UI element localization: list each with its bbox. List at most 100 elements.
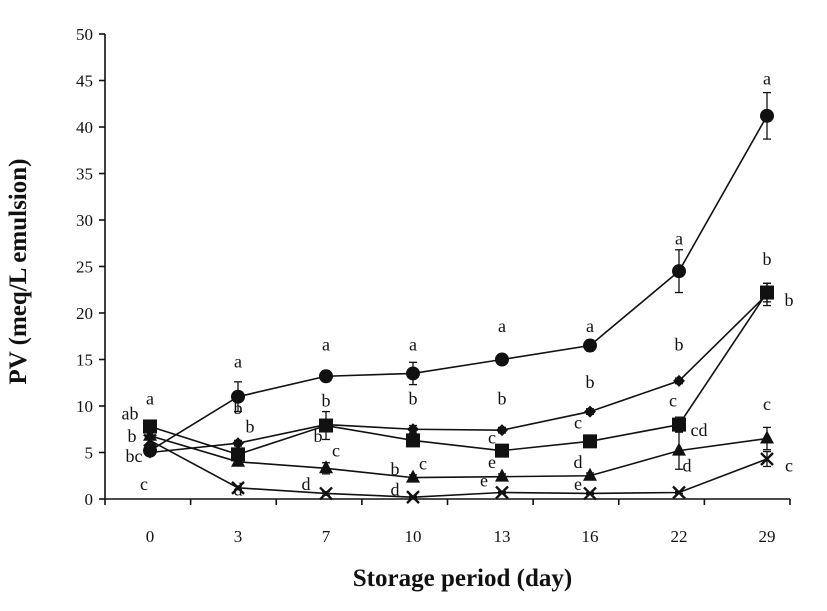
significance-letter: a (498, 316, 506, 336)
cross-marker (231, 480, 245, 495)
cross-marker (319, 486, 333, 501)
square-marker (495, 443, 509, 458)
significance-letter: a (763, 69, 771, 89)
square-marker (319, 418, 333, 433)
significance-letter: b (785, 290, 794, 310)
significance-letter: b (314, 426, 323, 446)
significance-letter: a (146, 389, 154, 409)
significance-letter: b (409, 389, 418, 409)
circle-marker (760, 108, 774, 123)
significance-letter: d (234, 480, 243, 500)
series-line-square (149, 292, 768, 456)
triangle-marker (583, 467, 597, 481)
y-tick-label: 45 (76, 72, 93, 91)
significance-letter: c (574, 413, 582, 433)
diamond-marker (232, 437, 244, 450)
x-tick-label: 13 (494, 527, 511, 546)
y-tick-label: 20 (76, 304, 93, 323)
significance-letter: b (322, 390, 331, 410)
significance-letter: e (574, 474, 582, 494)
significance-letter: b (234, 398, 243, 418)
y-tick-label: 10 (76, 397, 93, 416)
significance-letter: a (409, 335, 417, 355)
y-axis-ticks: 0 5 10 15 20 25 30 35 40 45 50 (76, 25, 105, 509)
significance-letter: b (763, 249, 772, 269)
diamond-marker (584, 405, 596, 418)
significance-letter: b (498, 389, 507, 409)
cross-marker (760, 452, 774, 466)
x-axis-title: Storage period (day) (353, 565, 572, 592)
circle-marker (495, 352, 509, 367)
y-tick-label: 0 (85, 490, 94, 509)
significance-letter: b (675, 335, 684, 355)
square-marker (406, 433, 420, 448)
circle-marker (583, 338, 597, 353)
triangle-marker (231, 453, 245, 467)
significance-letter: e (480, 470, 488, 490)
diamond-marker (144, 446, 156, 459)
series-line-cross (149, 439, 768, 498)
significance-letter: d (302, 474, 311, 494)
square-marker (583, 434, 597, 449)
y-tick-label: 40 (76, 118, 93, 137)
significance-letter: cd (691, 420, 708, 440)
cross-marker (143, 433, 157, 448)
significance-letter: c (419, 454, 427, 474)
series-layer (143, 91, 774, 504)
series-line-circle (149, 115, 768, 452)
triangle-marker (406, 469, 420, 483)
significance-letter: c (488, 428, 496, 448)
triangle-marker (495, 468, 509, 482)
y-tick-label: 35 (76, 165, 93, 184)
diamond-marker (673, 374, 685, 387)
significance-letter: b (391, 459, 400, 479)
cross-marker (583, 486, 597, 501)
significance-letter: ab (122, 403, 139, 423)
circle-marker (319, 369, 333, 384)
cross-marker (672, 485, 686, 500)
y-tick-label: 50 (76, 25, 93, 44)
series-line-diamond (149, 293, 768, 454)
y-tick-label: 30 (76, 211, 93, 230)
square-marker (672, 417, 686, 432)
significance-letter: d (574, 452, 583, 472)
significance-letter: d (683, 456, 692, 476)
series-line-triangle (149, 434, 768, 479)
square-marker (760, 285, 774, 300)
x-tick-label: 0 (146, 527, 155, 546)
significance-letter: e (488, 452, 496, 472)
significance-letter: b (586, 372, 595, 392)
series-cross (143, 433, 774, 504)
x-tick-label: 10 (405, 527, 422, 546)
significance-letter: a (322, 335, 330, 355)
significance-letter: c (669, 390, 677, 410)
significance-letter: bc (126, 446, 143, 466)
y-axis-title: PV (meq/L emulsion) (5, 159, 32, 385)
x-tick-label: 29 (759, 527, 776, 546)
x-axis-ticks: 0 3 7 10 13 16 22 29 (104, 499, 791, 546)
significance-letter: c (332, 441, 340, 461)
x-tick-label: 3 (234, 527, 243, 546)
significance-letter: b (246, 416, 255, 436)
significance-letter: c (785, 456, 793, 476)
x-tick-label: 16 (582, 527, 599, 546)
x-tick-label: 7 (322, 527, 331, 546)
significance-letter: a (675, 229, 683, 249)
circle-marker (672, 264, 686, 279)
significance-letter: a (234, 351, 242, 371)
circle-marker (406, 366, 420, 381)
circle-marker (231, 389, 245, 404)
triangle-marker (672, 442, 686, 456)
significance-letter: c (763, 394, 771, 414)
triangle-marker (319, 460, 333, 474)
cross-marker (495, 485, 509, 500)
y-tick-label: 15 (76, 351, 93, 370)
diamond-marker (407, 423, 419, 436)
y-tick-label: 5 (85, 444, 94, 463)
significance-letter: d (391, 480, 400, 500)
y-tick-label: 25 (76, 258, 93, 277)
x-tick-label: 22 (671, 527, 688, 546)
significance-letter: a (586, 316, 594, 336)
